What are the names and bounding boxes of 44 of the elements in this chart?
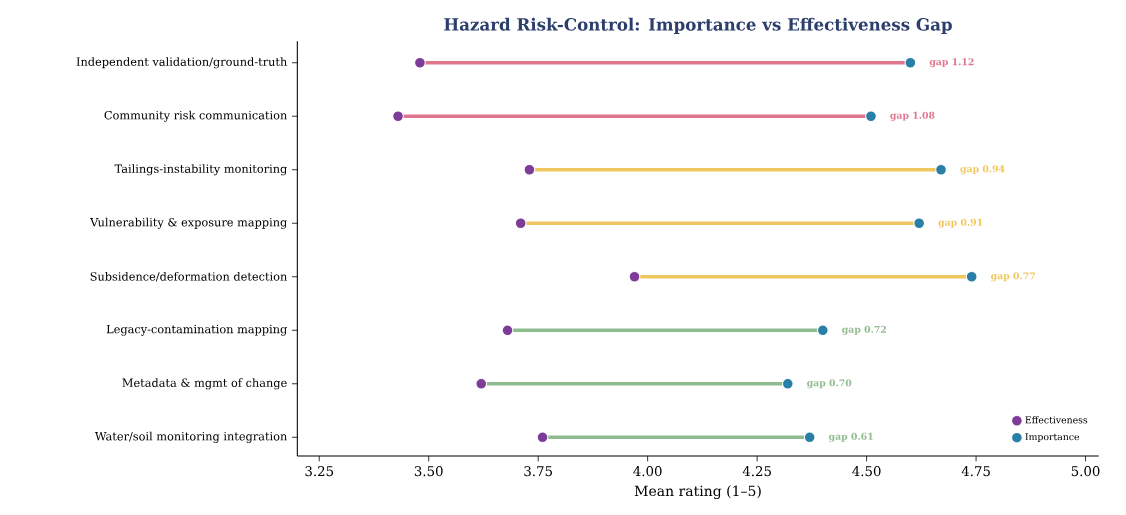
data-label: gap 0.91 (938, 218, 983, 228)
point (965, 271, 978, 283)
y-tick-label: Water/soil monitoring integration (94, 431, 287, 443)
x-tick-label: 4.25 (742, 466, 771, 477)
point (501, 324, 514, 337)
y-tick-label: Community risk communication (104, 110, 287, 122)
x-tick-label: 5.00 (1071, 466, 1100, 477)
x-tick-label: 3.50 (414, 466, 443, 477)
point (781, 378, 794, 390)
y-tick-label: Tailings-instability monitoring (114, 164, 287, 176)
point (536, 431, 549, 444)
y-tick-label: Subsidence/deformation detection (90, 272, 287, 282)
data-label: gap 0.94 (960, 165, 1005, 175)
point (414, 57, 426, 69)
x-tick-label: 3.75 (524, 466, 552, 477)
point (628, 271, 641, 283)
point (913, 217, 926, 230)
y-tick-label: Legacy-contamination mapping (106, 324, 287, 336)
y-tick-label: Independent validation/ground-truth (76, 57, 287, 69)
y-tick-label: Vulnerability & exposure mapping (90, 217, 287, 229)
data-label: gap 0.70 (807, 379, 852, 389)
data-label: gap 1.08 (890, 111, 935, 121)
point (803, 431, 816, 444)
x-tick-label: 4.50 (852, 466, 881, 477)
legend-label: Effectiveness (1025, 416, 1088, 424)
point (392, 110, 404, 123)
data-label: gap 0.77 (991, 272, 1035, 282)
chart-title: Hazard Risk-Control: Importance vs Effectiveness Gap (444, 17, 952, 35)
point (523, 164, 536, 176)
point (865, 110, 877, 123)
data-label: gap 1.12 (929, 58, 974, 68)
point (816, 324, 829, 337)
point (514, 217, 527, 230)
y-tick-label: Metadata & mgmt of change (122, 378, 287, 390)
data-label: gap 0.72 (842, 325, 886, 335)
data-label: gap 0.61 (828, 432, 873, 442)
point (935, 164, 947, 176)
x-tick-label: 4.00 (633, 466, 662, 477)
x-tick-label: 4.75 (961, 466, 990, 477)
point (904, 57, 917, 69)
x-axis-title: Mean rating (1–5) (634, 485, 761, 500)
x-tick-label: 3.25 (305, 466, 334, 477)
legend-label: Importance (1025, 433, 1080, 443)
point (475, 378, 488, 390)
